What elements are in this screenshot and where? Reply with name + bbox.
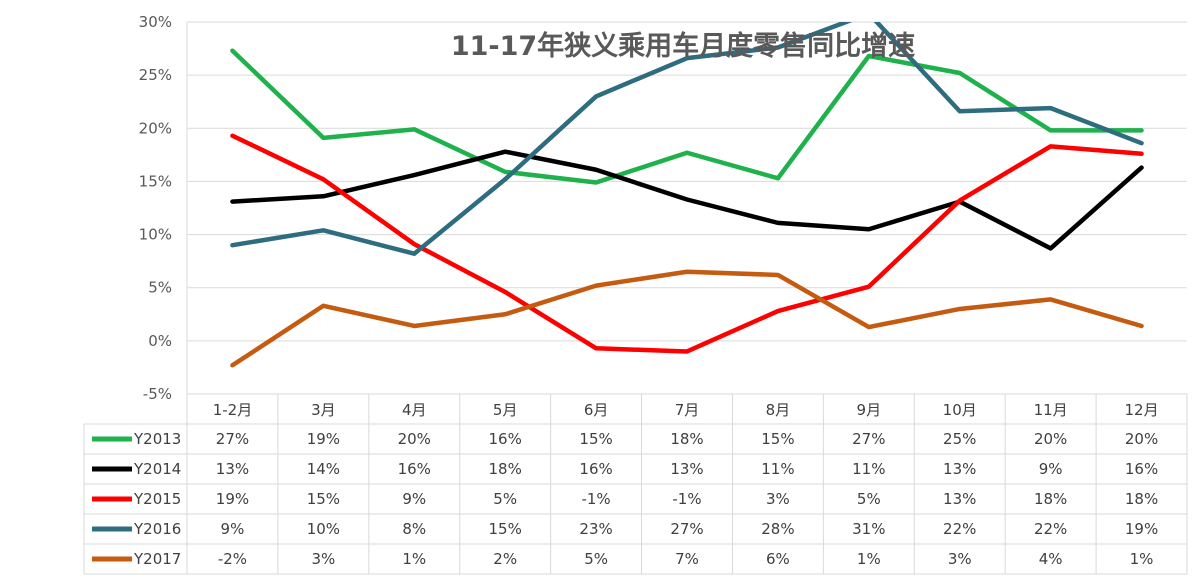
data-label: 1% [402, 550, 426, 568]
data-label: 5% [493, 490, 517, 508]
data-label: 14% [307, 460, 340, 478]
series-lines [230, 22, 1144, 368]
legend-entry: Y2014 [133, 460, 181, 478]
data-label: 15% [761, 430, 794, 448]
data-label: 9% [1039, 460, 1063, 478]
y-tick-label: 0% [148, 332, 172, 350]
y-axis-ticks: 30% 25% 20% 15% 10% 5% 0% -5% [139, 13, 172, 403]
data-label: 7% [675, 550, 699, 568]
data-label: 18% [670, 430, 703, 448]
data-label: 5% [857, 490, 881, 508]
data-label: 2% [493, 550, 517, 568]
data-label: -1% [581, 490, 610, 508]
chart-title: 11-17年狭义乘用车月度零售同比增速 [451, 30, 915, 62]
y-tick-label: -5% [143, 385, 172, 403]
series-line-y2017 [230, 269, 1144, 368]
data-label: 4% [1039, 550, 1063, 568]
x-tick-label: 8月 [766, 401, 791, 419]
series-line-y2014 [230, 149, 1144, 251]
x-tick-label: 4月 [402, 401, 427, 419]
data-label: 13% [943, 490, 976, 508]
data-label: 25% [943, 430, 976, 448]
data-label: 13% [943, 460, 976, 478]
data-table: 1-2月 3月 4月 5月 6月 7月 8月 9月 10月 11月 12月 Y2013 27% 19% 20… [92, 401, 1159, 568]
data-label: 27% [852, 430, 885, 448]
legend-entry: Y2017 [133, 550, 181, 568]
data-label: 23% [579, 520, 612, 538]
legend-entry: Y2013 [133, 430, 181, 448]
data-label: 3% [766, 490, 790, 508]
data-label: 10% [307, 520, 340, 538]
data-label: 22% [943, 520, 976, 538]
y-tick-label: 25% [139, 66, 172, 84]
data-label: 16% [579, 460, 612, 478]
data-label: -1% [672, 490, 701, 508]
y-tick-label: 5% [148, 279, 172, 297]
data-label: 15% [489, 520, 522, 538]
data-label: 9% [402, 490, 426, 508]
data-label: 18% [489, 460, 522, 478]
data-label: 16% [1125, 460, 1158, 478]
data-label: 20% [1034, 430, 1067, 448]
data-label: 8% [402, 520, 426, 538]
data-label: 11% [852, 460, 885, 478]
data-label: 22% [1034, 520, 1067, 538]
data-label: 16% [398, 460, 431, 478]
x-tick-label: 6月 [584, 401, 609, 419]
gridlines [83, 21, 1188, 575]
data-label: 28% [761, 520, 794, 538]
x-tick-label: 5月 [493, 401, 518, 419]
data-label: 19% [307, 430, 340, 448]
series-line-y2015 [230, 133, 1144, 354]
series-line-y2016 [230, 22, 1144, 256]
data-label: 13% [216, 460, 249, 478]
data-label: 27% [670, 520, 703, 538]
x-tick-label: 9月 [857, 401, 882, 419]
x-tick-label: 11月 [1034, 401, 1068, 419]
data-label: 11% [761, 460, 794, 478]
y-tick-label: 15% [139, 172, 172, 190]
y-tick-label: 10% [139, 226, 172, 244]
y-tick-label: 20% [139, 119, 172, 137]
x-tick-label: 7月 [675, 401, 700, 419]
data-label: 31% [852, 520, 885, 538]
data-label: 6% [766, 550, 790, 568]
data-label: 15% [307, 490, 340, 508]
x-tick-label: 12月 [1124, 401, 1158, 419]
x-tick-label: 1-2月 [213, 401, 253, 419]
data-label: 3% [948, 550, 972, 568]
data-label: 5% [584, 550, 608, 568]
y-tick-label: 30% [139, 13, 172, 31]
data-label: 27% [216, 430, 249, 448]
data-label: 19% [1125, 520, 1158, 538]
data-label: 16% [489, 430, 522, 448]
x-tick-label: 10月 [943, 401, 977, 419]
data-label: 9% [221, 520, 245, 538]
data-label: 1% [1130, 550, 1154, 568]
data-label: 15% [579, 430, 612, 448]
series-line-y2013 [230, 48, 1144, 185]
legend-entry: Y2016 [133, 520, 181, 538]
data-label: 20% [1125, 430, 1158, 448]
data-label: 18% [1034, 490, 1067, 508]
data-label: 19% [216, 490, 249, 508]
data-label: 18% [1125, 490, 1158, 508]
data-label: -2% [218, 550, 247, 568]
data-label: 3% [311, 550, 335, 568]
data-label: 1% [857, 550, 881, 568]
data-label: 20% [398, 430, 431, 448]
data-label: 13% [670, 460, 703, 478]
x-tick-label: 3月 [311, 401, 336, 419]
legend-entry: Y2015 [133, 490, 181, 508]
